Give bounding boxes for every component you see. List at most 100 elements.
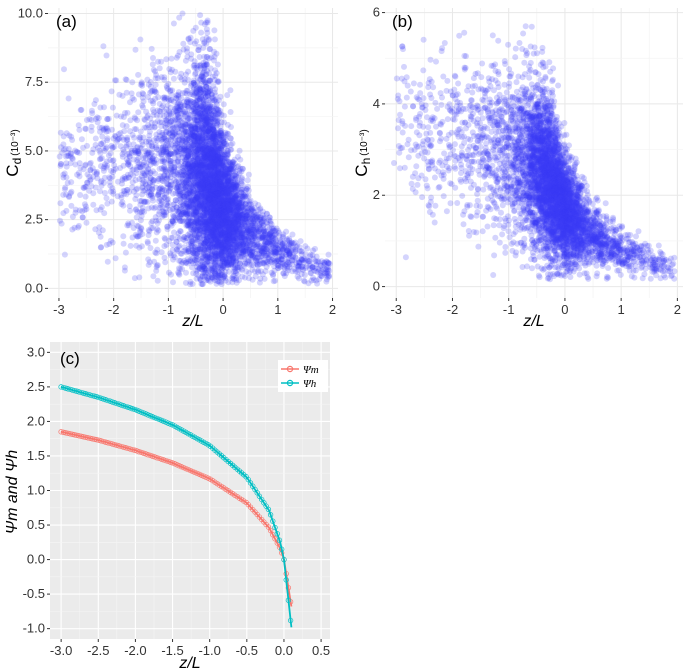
scatter-point xyxy=(121,267,128,274)
scatter-point xyxy=(233,264,240,271)
scatter-point xyxy=(112,132,118,139)
scatter-point xyxy=(124,186,130,193)
scatter-point xyxy=(227,198,234,205)
scatter-point xyxy=(190,249,196,256)
scatter-point xyxy=(202,185,209,192)
scatter-point xyxy=(162,166,169,172)
scatter-point xyxy=(197,262,204,269)
scatter-point xyxy=(272,277,279,284)
scatter-point xyxy=(139,207,146,214)
scatter-point xyxy=(185,245,192,252)
scatter-point xyxy=(266,214,273,221)
scatter-point xyxy=(229,279,236,286)
scatter-point xyxy=(212,200,219,207)
scatter-point xyxy=(202,128,209,135)
scatter-point xyxy=(211,251,218,258)
scatter-point xyxy=(208,182,215,189)
scatter-point xyxy=(103,52,110,59)
scatter-point xyxy=(198,29,205,36)
scatter-point xyxy=(178,76,185,83)
scatter-point xyxy=(172,68,179,75)
scatter-point xyxy=(215,272,222,279)
scatter-point xyxy=(213,244,220,251)
scatter-point xyxy=(61,186,68,193)
scatter-point xyxy=(180,185,187,192)
scatter-point xyxy=(224,238,231,244)
scatter-point xyxy=(197,216,204,223)
scatter-point xyxy=(195,165,202,172)
scatter-point xyxy=(192,125,199,132)
scatter-point xyxy=(177,146,184,152)
scatter-point xyxy=(229,219,236,226)
scatter-point xyxy=(60,191,67,198)
scatter-point xyxy=(226,219,233,226)
scatter-point xyxy=(308,277,315,284)
scatter-point xyxy=(274,262,281,269)
scatter-point xyxy=(206,148,213,155)
scatter-point xyxy=(182,71,189,78)
scatter-point xyxy=(88,127,95,134)
scatter-point xyxy=(304,245,311,252)
scatter-point xyxy=(211,199,218,206)
scatter-point xyxy=(233,247,240,253)
scatter-point xyxy=(197,163,204,170)
scatter-point xyxy=(230,264,236,270)
scatter-point xyxy=(77,107,84,113)
scatter-point xyxy=(220,201,227,208)
scatter-point xyxy=(218,241,225,248)
scatter-point xyxy=(197,12,204,19)
scatter-point xyxy=(205,128,212,135)
scatter-point xyxy=(204,122,211,129)
scatter-point xyxy=(219,193,226,200)
scatter-point xyxy=(232,211,239,218)
scatter-point xyxy=(318,273,325,280)
scatter-point xyxy=(262,234,269,241)
scatter-point xyxy=(202,177,208,184)
scatter-point xyxy=(185,258,192,265)
scatter-point xyxy=(236,196,243,202)
scatter-point xyxy=(195,126,202,133)
scatter-point xyxy=(227,135,234,142)
scatter-point xyxy=(218,189,225,196)
scatter-point xyxy=(262,236,269,243)
scatter-point xyxy=(189,281,196,287)
scatter-point xyxy=(186,99,193,106)
scatter-point xyxy=(234,182,241,189)
scatter-point xyxy=(230,210,237,217)
scatter-point xyxy=(191,194,198,200)
scatter-point xyxy=(295,275,302,282)
scatter-point xyxy=(190,135,197,142)
scatter-point xyxy=(198,178,205,185)
scatter-point xyxy=(150,273,157,280)
scatter-point xyxy=(104,200,111,207)
scatter-point xyxy=(224,92,231,99)
scatter-point xyxy=(208,200,215,207)
scatter-point xyxy=(170,256,177,263)
scatter-point xyxy=(162,259,169,266)
scatter-point xyxy=(170,279,176,286)
scatter-point xyxy=(259,222,266,229)
scatter-point xyxy=(190,247,197,254)
scatter-point xyxy=(209,191,216,197)
scatter-point xyxy=(198,145,205,152)
scatter-point xyxy=(211,197,218,204)
scatter-point xyxy=(66,194,73,200)
scatter-point xyxy=(223,131,230,138)
scatter-point xyxy=(131,134,138,141)
scatter-point xyxy=(144,240,151,247)
scatter-point xyxy=(215,129,222,136)
scatter-point xyxy=(135,109,142,116)
scatter-point xyxy=(58,144,64,151)
scatter-point xyxy=(145,205,152,212)
scatter-point xyxy=(161,254,168,261)
scatter-point xyxy=(244,177,251,184)
scatter-point xyxy=(147,193,154,199)
scatter-point xyxy=(196,215,203,222)
scatter-point xyxy=(124,171,131,178)
scatter-point xyxy=(223,251,230,258)
scatter-point xyxy=(122,110,128,116)
scatter-point xyxy=(128,90,135,97)
scatter-point xyxy=(195,143,202,150)
scatter-point xyxy=(161,74,168,81)
scatter-point xyxy=(119,151,126,158)
